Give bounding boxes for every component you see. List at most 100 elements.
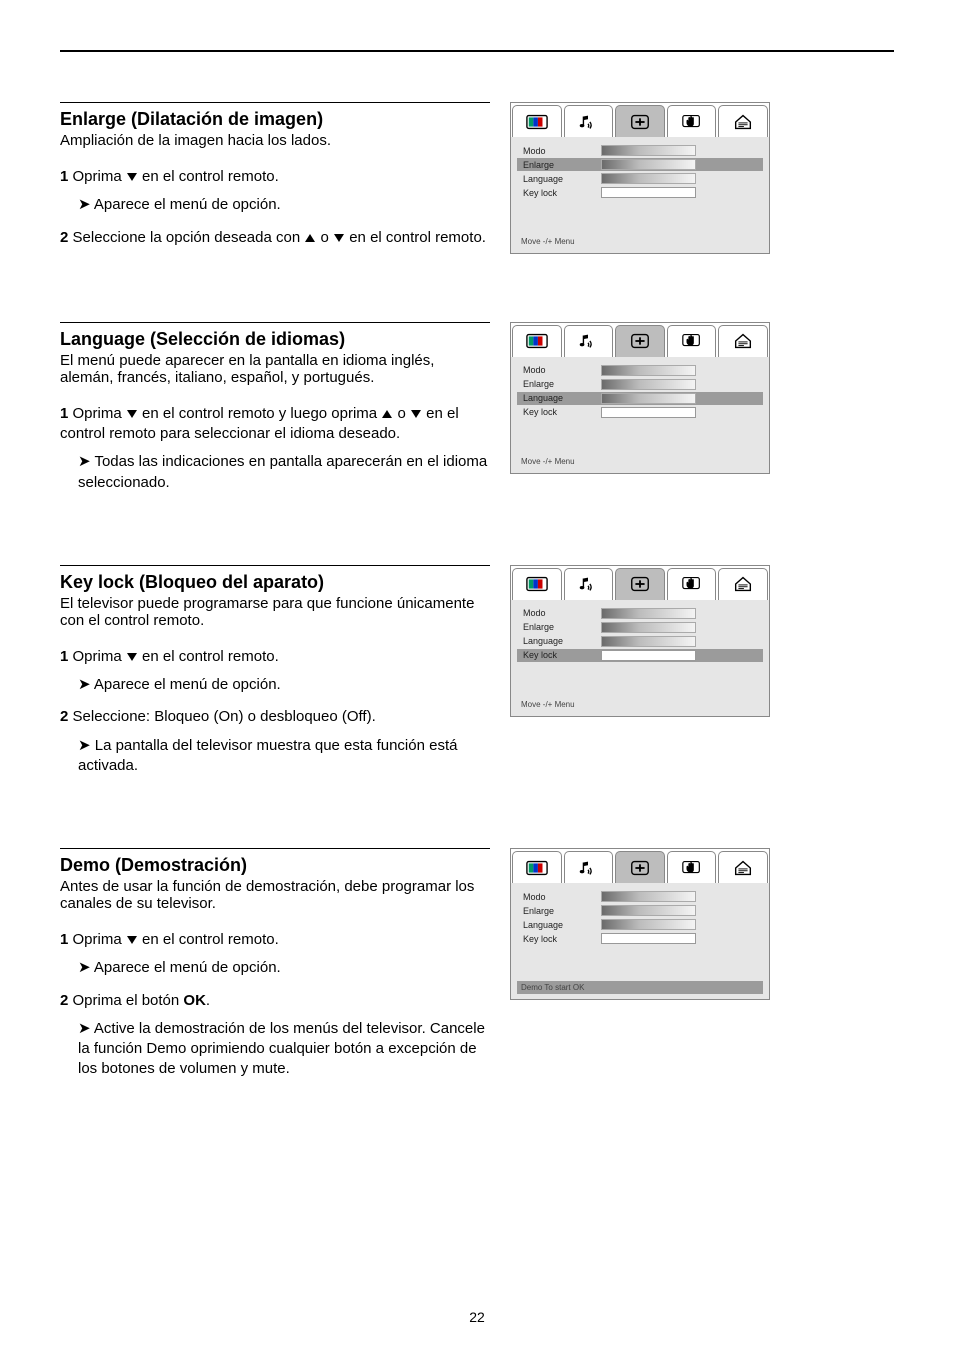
step-2: 2 Seleccione: Bloqueo (On) o desbloqueo … [60, 707, 490, 727]
page-number: 22 [0, 1309, 954, 1325]
osd-preview: Modo Enlarge Language Key lock Move -/+ Menu [510, 102, 770, 254]
section-heading: Language (Selección de idiomas) [60, 329, 490, 350]
osd-row: Key lock [517, 932, 763, 945]
instruction-section: Demo (Demostración)Antes de usar la func… [60, 848, 894, 1092]
home-tab-icon [718, 568, 768, 600]
setup-tab-icon [667, 568, 717, 600]
osd-row-label: Enlarge [521, 160, 599, 170]
step-1-result: ➤ Aparece el menú de opción. [78, 675, 490, 695]
option-tab-icon [615, 851, 665, 883]
osd-row-value [601, 145, 696, 156]
osd-row-value [601, 159, 696, 170]
osd-row-label: Modo [521, 608, 599, 618]
osd-row: Modo [517, 607, 763, 620]
down-arrow-icon [126, 168, 138, 185]
option-tab-icon [615, 568, 665, 600]
osd-row-label: Key lock [521, 407, 599, 417]
step-1-result: ➤ Aparece el menú de opción. [78, 958, 490, 978]
sound-tab-icon [564, 851, 614, 883]
osd-row-value [601, 393, 696, 404]
osd-row: Enlarge [517, 158, 763, 171]
osd-footer-hint: Move -/+ Menu [517, 235, 763, 248]
osd-row-value [601, 365, 696, 376]
osd-row: Key lock [517, 649, 763, 662]
osd-row-value [601, 650, 696, 661]
osd-row-value [601, 187, 696, 198]
section-rule [60, 848, 490, 849]
option-tab-icon [615, 325, 665, 357]
osd-row-label: Key lock [521, 188, 599, 198]
step-1-result: ➤ Aparece el menú de opción. [78, 195, 490, 215]
step-2-result: ➤ La pantalla del televisor muestra que … [78, 736, 490, 777]
osd-row-label: Enlarge [521, 379, 599, 389]
section-rule [60, 322, 490, 323]
sound-tab-icon [564, 105, 614, 137]
down-arrow-icon [410, 405, 422, 422]
osd-row-label: Key lock [521, 934, 599, 944]
section-subtitle: Antes de usar la función de demostración… [60, 878, 490, 912]
section-rule [60, 102, 490, 103]
osd-footer-hint: Move -/+ Menu [517, 698, 763, 711]
setup-tab-icon [667, 851, 717, 883]
osd-row-label: Key lock [521, 650, 599, 660]
osd-row: Language [517, 918, 763, 931]
up-arrow-icon [381, 405, 393, 422]
osd-row-label: Language [521, 636, 599, 646]
down-arrow-icon [126, 648, 138, 665]
picture-tab-icon [512, 568, 562, 600]
osd-row-label: Language [521, 393, 599, 403]
down-arrow-icon [126, 931, 138, 948]
osd-row: Language [517, 172, 763, 185]
option-tab-icon [615, 105, 665, 137]
osd-row-label: Modo [521, 892, 599, 902]
sound-tab-icon [564, 325, 614, 357]
osd-preview: ModoEnlargeLanguageKey lockDemo To start… [510, 848, 770, 1000]
instruction-section: Language (Selección de idiomas)El menú p… [60, 322, 894, 505]
osd-row: Enlarge [517, 904, 763, 917]
step-1: 1 Oprima en el control remoto. [60, 930, 490, 950]
osd-row-value [601, 622, 696, 633]
step-2: 2 Oprima el botón OK. [60, 991, 490, 1011]
header-rule [60, 50, 894, 52]
home-tab-icon [718, 325, 768, 357]
home-tab-icon [718, 105, 768, 137]
osd-row-value [601, 379, 696, 390]
step-1: 1 Oprima en el control remoto y luego op… [60, 404, 490, 445]
picture-tab-icon [512, 851, 562, 883]
osd-row: Enlarge [517, 378, 763, 391]
osd-row: Modo [517, 144, 763, 157]
osd-row: Language [517, 392, 763, 405]
osd-row-label: Modo [521, 146, 599, 156]
osd-row-value [601, 919, 696, 930]
osd-row: Enlarge [517, 621, 763, 634]
step-2-result: ➤ Active la demostración de los menús de… [78, 1019, 490, 1080]
setup-tab-icon [667, 105, 717, 137]
down-arrow-icon [126, 405, 138, 422]
osd-row-label: Language [521, 174, 599, 184]
section-heading: Key lock (Bloqueo del aparato) [60, 572, 490, 593]
osd-row: Key lock [517, 186, 763, 199]
osd-row: Modo [517, 890, 763, 903]
osd-row-label: Modo [521, 365, 599, 375]
osd-row-label: Enlarge [521, 622, 599, 632]
ok-button-label: OK [183, 992, 206, 1009]
osd-footer-hint: Move -/+ Menu [517, 455, 763, 468]
step-1: 1 Oprima en el control remoto. [60, 647, 490, 667]
step-1-result: ➤ Todas las indicaciones en pantalla apa… [78, 452, 490, 493]
picture-tab-icon [512, 105, 562, 137]
up-arrow-icon [304, 229, 316, 246]
osd-row-label: Enlarge [521, 906, 599, 916]
osd-row: Key lock [517, 406, 763, 419]
section-subtitle: Ampliación de la imagen hacia los lados. [60, 132, 490, 149]
setup-tab-icon [667, 325, 717, 357]
step-2: 2 Seleccione la opción deseada con o en … [60, 228, 490, 248]
sound-tab-icon [564, 568, 614, 600]
home-tab-icon [718, 851, 768, 883]
osd-row-value [601, 173, 696, 184]
step-1: 1 Oprima en el control remoto. [60, 167, 490, 187]
osd-row-value [601, 891, 696, 902]
osd-row: Modo [517, 364, 763, 377]
osd-row-value [601, 933, 696, 944]
down-arrow-icon [333, 229, 345, 246]
section-rule [60, 565, 490, 566]
